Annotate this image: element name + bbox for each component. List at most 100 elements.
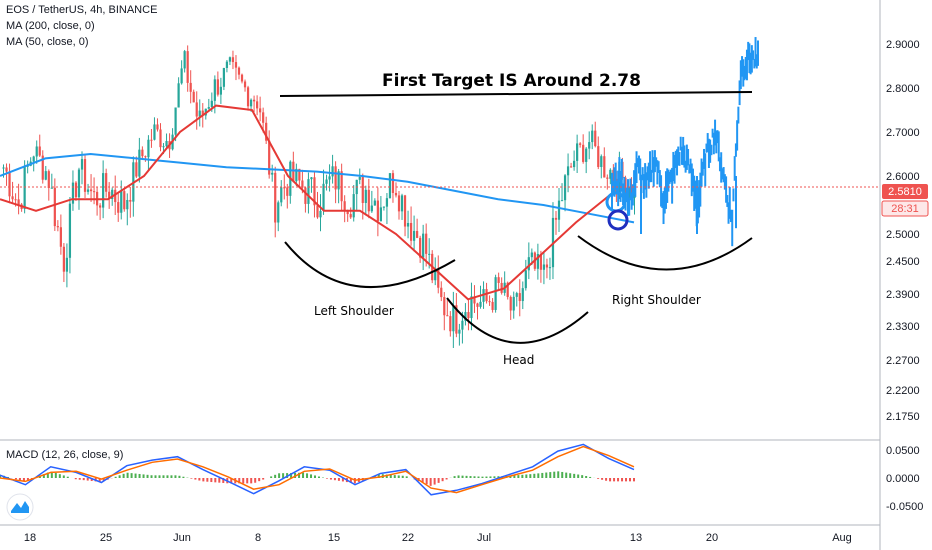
- candle-body: [334, 166, 337, 190]
- candle-body: [506, 282, 509, 297]
- candle-body: [2, 167, 5, 169]
- macd-axis[interactable]: 0.0500 0.0000 -0.0500: [886, 445, 923, 513]
- candle-body: [569, 166, 573, 168]
- candle-body: [603, 156, 606, 178]
- candle-body: [494, 277, 497, 310]
- right-shoulder-label: Right Shoulder: [612, 293, 701, 307]
- price-axis[interactable]: 2.9000 2.8000 2.7000 2.6000 2.5000 2.4500 2.39…: [886, 39, 920, 423]
- candle-body: [624, 177, 627, 200]
- candle-body: [53, 187, 56, 227]
- candle-body: [509, 296, 512, 311]
- candle-body: [403, 195, 407, 227]
- candle-body: [8, 171, 11, 197]
- candle-body: [373, 200, 376, 206]
- candle-body: [246, 87, 250, 107]
- candle-body: [455, 305, 458, 334]
- candle-body: [195, 102, 198, 117]
- candle-body: [307, 179, 310, 204]
- candle-body: [340, 171, 343, 202]
- candle-body: [74, 182, 78, 198]
- ma-cross-circle: [607, 209, 629, 231]
- tradingview-logo[interactable]: [6, 493, 34, 521]
- candle-body: [566, 166, 570, 176]
- candle-body: [135, 162, 138, 177]
- candle-body: [367, 189, 370, 212]
- candle-body: [310, 177, 313, 180]
- ma50-line: [0, 104, 613, 301]
- candle-body: [524, 270, 527, 289]
- price-tick-label: 2.9000: [886, 39, 920, 51]
- candle-body: [126, 199, 129, 210]
- candle-body: [298, 168, 301, 181]
- candle-body: [240, 74, 244, 82]
- candle-body: [316, 205, 319, 218]
- candle-body: [382, 206, 386, 208]
- candle-body: [162, 146, 165, 148]
- candle-body: [189, 82, 192, 92]
- candle-body: [548, 267, 552, 269]
- candle-body: [71, 182, 75, 204]
- candle-body: [461, 320, 464, 330]
- candle-body: [141, 149, 144, 157]
- time-tick-label: Jun: [173, 532, 191, 544]
- candle-body: [322, 183, 325, 211]
- candle-body: [588, 142, 591, 149]
- candle-body: [283, 187, 286, 189]
- candle-body: [591, 130, 594, 143]
- head-arc: [446, 297, 589, 344]
- candle-body: [271, 172, 274, 175]
- candle-body: [485, 289, 488, 302]
- candle-body: [304, 187, 307, 204]
- macd-legend[interactable]: MACD (12, 26, close, 9): [6, 449, 124, 461]
- candle-body: [425, 233, 428, 254]
- symbol-legend[interactable]: EOS / TetherUS, 4h, BINANCE: [6, 4, 158, 16]
- time-axis[interactable]: 18 25 Jun 8 15 22 Jul 13 20 Aug: [24, 532, 852, 544]
- head-label: Head: [503, 353, 534, 367]
- candle-body: [542, 264, 546, 270]
- macd-tick-label: 0.0000: [886, 473, 920, 485]
- candle-body: [117, 202, 120, 213]
- candle-body: [467, 312, 470, 319]
- candle-body: [198, 110, 201, 117]
- time-tick-label: 13: [630, 532, 642, 544]
- price-tick-label: 2.4500: [886, 256, 920, 268]
- candle-body: [65, 257, 69, 272]
- candle-body: [582, 144, 585, 162]
- candle-body: [409, 222, 413, 241]
- ma50-legend[interactable]: MA (50, close, 0): [6, 36, 89, 48]
- candle-body: [262, 112, 265, 123]
- ma200-line: [0, 152, 635, 224]
- candle-body: [295, 168, 298, 182]
- candle-body: [446, 315, 449, 317]
- signal-line: [0, 445, 635, 494]
- countdown-value: 28:31: [891, 203, 919, 215]
- candle-body: [397, 195, 401, 212]
- candle-body: [391, 173, 395, 193]
- candle-body: [331, 166, 334, 177]
- target-line: [279, 91, 753, 97]
- candle-body: [343, 201, 346, 212]
- candle-body: [422, 233, 425, 258]
- candle-body: [192, 91, 195, 103]
- time-tick-label: 18: [24, 532, 36, 544]
- candle-body: [406, 222, 410, 227]
- ma200-legend[interactable]: MA (200, close, 0): [6, 20, 95, 32]
- candle-body: [539, 254, 543, 270]
- candle-body: [89, 189, 93, 192]
- candle-body: [579, 143, 582, 145]
- candle-body: [108, 191, 111, 200]
- candle-body: [268, 140, 271, 175]
- candle-body: [17, 199, 20, 205]
- candle-body: [86, 189, 90, 192]
- candle-body: [576, 143, 579, 161]
- candle-body: [352, 194, 355, 218]
- candle-body: [491, 301, 494, 310]
- candle-body: [419, 237, 422, 258]
- price-tick-label: 2.6000: [886, 171, 920, 183]
- candle-body: [180, 68, 183, 84]
- candle-body: [174, 107, 177, 135]
- candle-body: [234, 62, 238, 68]
- target-annotation: First Target IS Around 2.78: [382, 71, 641, 91]
- candle-body: [216, 79, 219, 95]
